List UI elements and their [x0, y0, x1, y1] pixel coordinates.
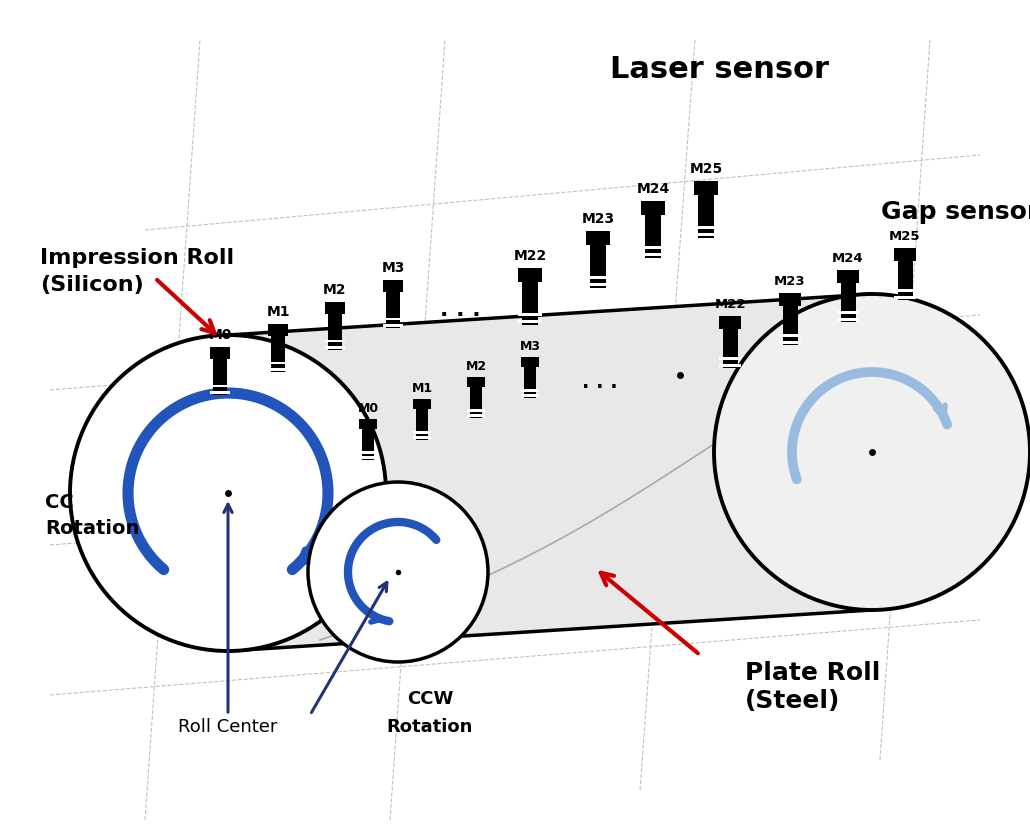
- Bar: [359, 419, 377, 429]
- Bar: [468, 414, 485, 417]
- Bar: [383, 323, 403, 327]
- Text: . . .: . . .: [582, 373, 618, 392]
- Text: M1: M1: [266, 305, 289, 318]
- Bar: [694, 226, 718, 229]
- Bar: [383, 318, 403, 320]
- Text: M22: M22: [714, 299, 746, 311]
- Text: Gap sensor: Gap sensor: [881, 200, 1030, 224]
- Bar: [719, 357, 741, 360]
- Bar: [837, 311, 859, 314]
- Text: Laser sensor: Laser sensor: [611, 55, 829, 84]
- Text: M24: M24: [637, 182, 670, 196]
- Text: M2: M2: [466, 360, 486, 373]
- Bar: [645, 215, 661, 258]
- Bar: [468, 377, 485, 387]
- Bar: [268, 368, 288, 370]
- Bar: [271, 336, 285, 372]
- Bar: [783, 306, 797, 345]
- Bar: [521, 356, 539, 367]
- Bar: [359, 456, 377, 459]
- Bar: [386, 291, 400, 328]
- Bar: [780, 341, 800, 343]
- Text: M0: M0: [208, 328, 232, 342]
- Bar: [894, 289, 916, 292]
- Circle shape: [70, 335, 386, 651]
- Text: M1: M1: [411, 382, 433, 394]
- Bar: [780, 294, 800, 306]
- Bar: [641, 201, 665, 215]
- Bar: [524, 367, 536, 398]
- Circle shape: [714, 294, 1030, 610]
- Bar: [268, 361, 288, 365]
- Bar: [719, 364, 741, 366]
- Bar: [324, 302, 345, 314]
- Text: Plate Roll: Plate Roll: [745, 661, 881, 685]
- Text: M22: M22: [513, 249, 547, 263]
- Bar: [324, 340, 345, 342]
- Bar: [324, 346, 345, 349]
- Text: M23: M23: [775, 276, 805, 289]
- Text: Rotation: Rotation: [45, 518, 139, 538]
- Bar: [719, 317, 741, 329]
- Bar: [697, 195, 714, 238]
- Text: M25: M25: [889, 230, 921, 243]
- Bar: [722, 329, 737, 368]
- Bar: [694, 233, 718, 236]
- Bar: [268, 324, 288, 336]
- Bar: [328, 314, 342, 350]
- Bar: [359, 451, 377, 454]
- Bar: [362, 429, 374, 460]
- Bar: [641, 246, 665, 249]
- Bar: [210, 384, 230, 388]
- Circle shape: [308, 482, 488, 662]
- Bar: [894, 295, 916, 299]
- Text: Roll Center: Roll Center: [178, 718, 278, 736]
- Text: M23: M23: [582, 212, 615, 226]
- Text: M3: M3: [519, 340, 541, 353]
- Text: (Steel): (Steel): [745, 689, 840, 713]
- Bar: [416, 409, 428, 440]
- Bar: [522, 282, 539, 325]
- Text: M2: M2: [323, 283, 347, 297]
- Bar: [586, 276, 610, 279]
- Text: M0: M0: [357, 402, 379, 415]
- Text: M24: M24: [832, 252, 864, 266]
- Bar: [694, 182, 718, 195]
- Bar: [590, 245, 607, 288]
- Bar: [413, 431, 431, 433]
- Text: (Silicon): (Silicon): [40, 275, 144, 295]
- Bar: [641, 253, 665, 257]
- Bar: [210, 346, 230, 359]
- Bar: [518, 320, 542, 323]
- Bar: [521, 394, 539, 397]
- Bar: [840, 283, 856, 322]
- Bar: [586, 283, 610, 286]
- Bar: [468, 409, 485, 412]
- Bar: [413, 398, 431, 409]
- Text: CCW: CCW: [407, 690, 453, 708]
- Bar: [894, 248, 916, 261]
- Bar: [213, 359, 227, 395]
- Bar: [210, 391, 230, 394]
- Text: M25: M25: [689, 163, 723, 177]
- Bar: [518, 313, 542, 316]
- Bar: [470, 387, 482, 418]
- Text: Rotation: Rotation: [387, 718, 473, 736]
- Bar: [413, 436, 431, 439]
- Bar: [837, 271, 859, 283]
- Text: Impression Roll: Impression Roll: [40, 248, 234, 268]
- Bar: [586, 231, 610, 245]
- Bar: [837, 318, 859, 320]
- Text: M3: M3: [381, 261, 405, 275]
- Bar: [383, 280, 403, 291]
- Bar: [780, 334, 800, 337]
- Bar: [521, 389, 539, 392]
- Polygon shape: [228, 294, 872, 651]
- Bar: [897, 261, 913, 300]
- Text: . . .: . . .: [440, 300, 480, 320]
- Text: CC: CC: [45, 493, 74, 512]
- Bar: [518, 268, 542, 282]
